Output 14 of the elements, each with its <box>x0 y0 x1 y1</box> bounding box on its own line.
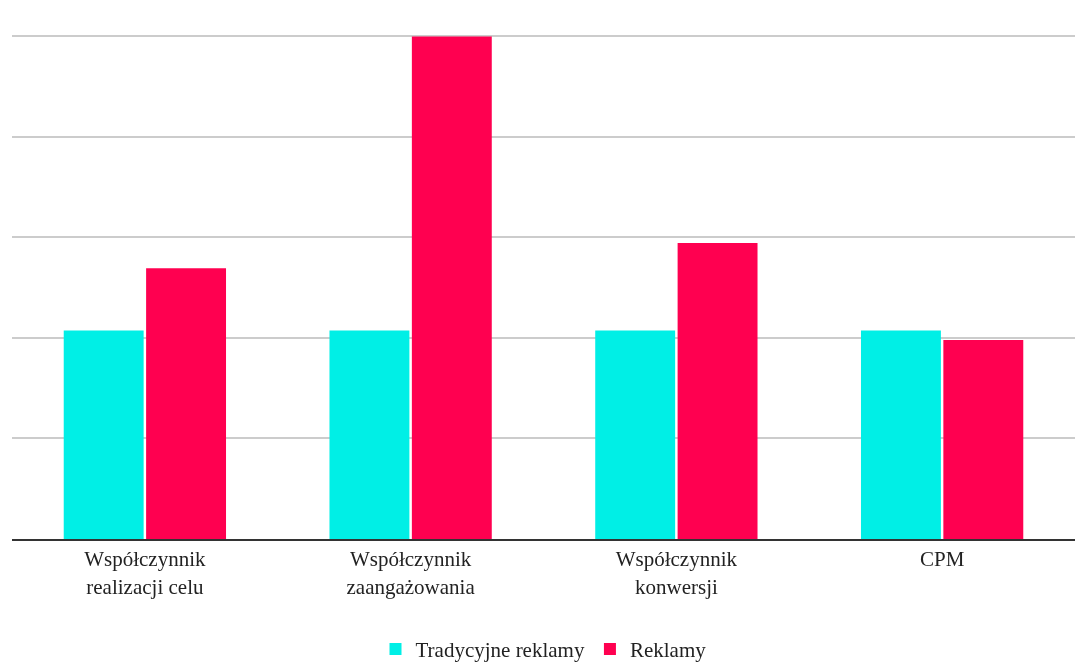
bar <box>943 339 1024 539</box>
x-tick-label: Współczynnik konwersji <box>615 547 738 599</box>
bar <box>329 330 410 539</box>
bar <box>146 268 227 539</box>
x-tick-label: CPM <box>919 547 965 572</box>
bar <box>63 330 144 539</box>
legend-label: Reklamy <box>629 638 707 663</box>
legend-label: Tradycyjne reklamy <box>415 638 585 663</box>
bar <box>595 330 676 539</box>
bar <box>677 243 758 539</box>
x-tick-label: Współczynnik realizacji celu <box>84 547 207 599</box>
bar <box>411 36 492 539</box>
bar <box>860 330 941 539</box>
x-tick-label: Współczynnik zaangażowania <box>346 547 476 599</box>
